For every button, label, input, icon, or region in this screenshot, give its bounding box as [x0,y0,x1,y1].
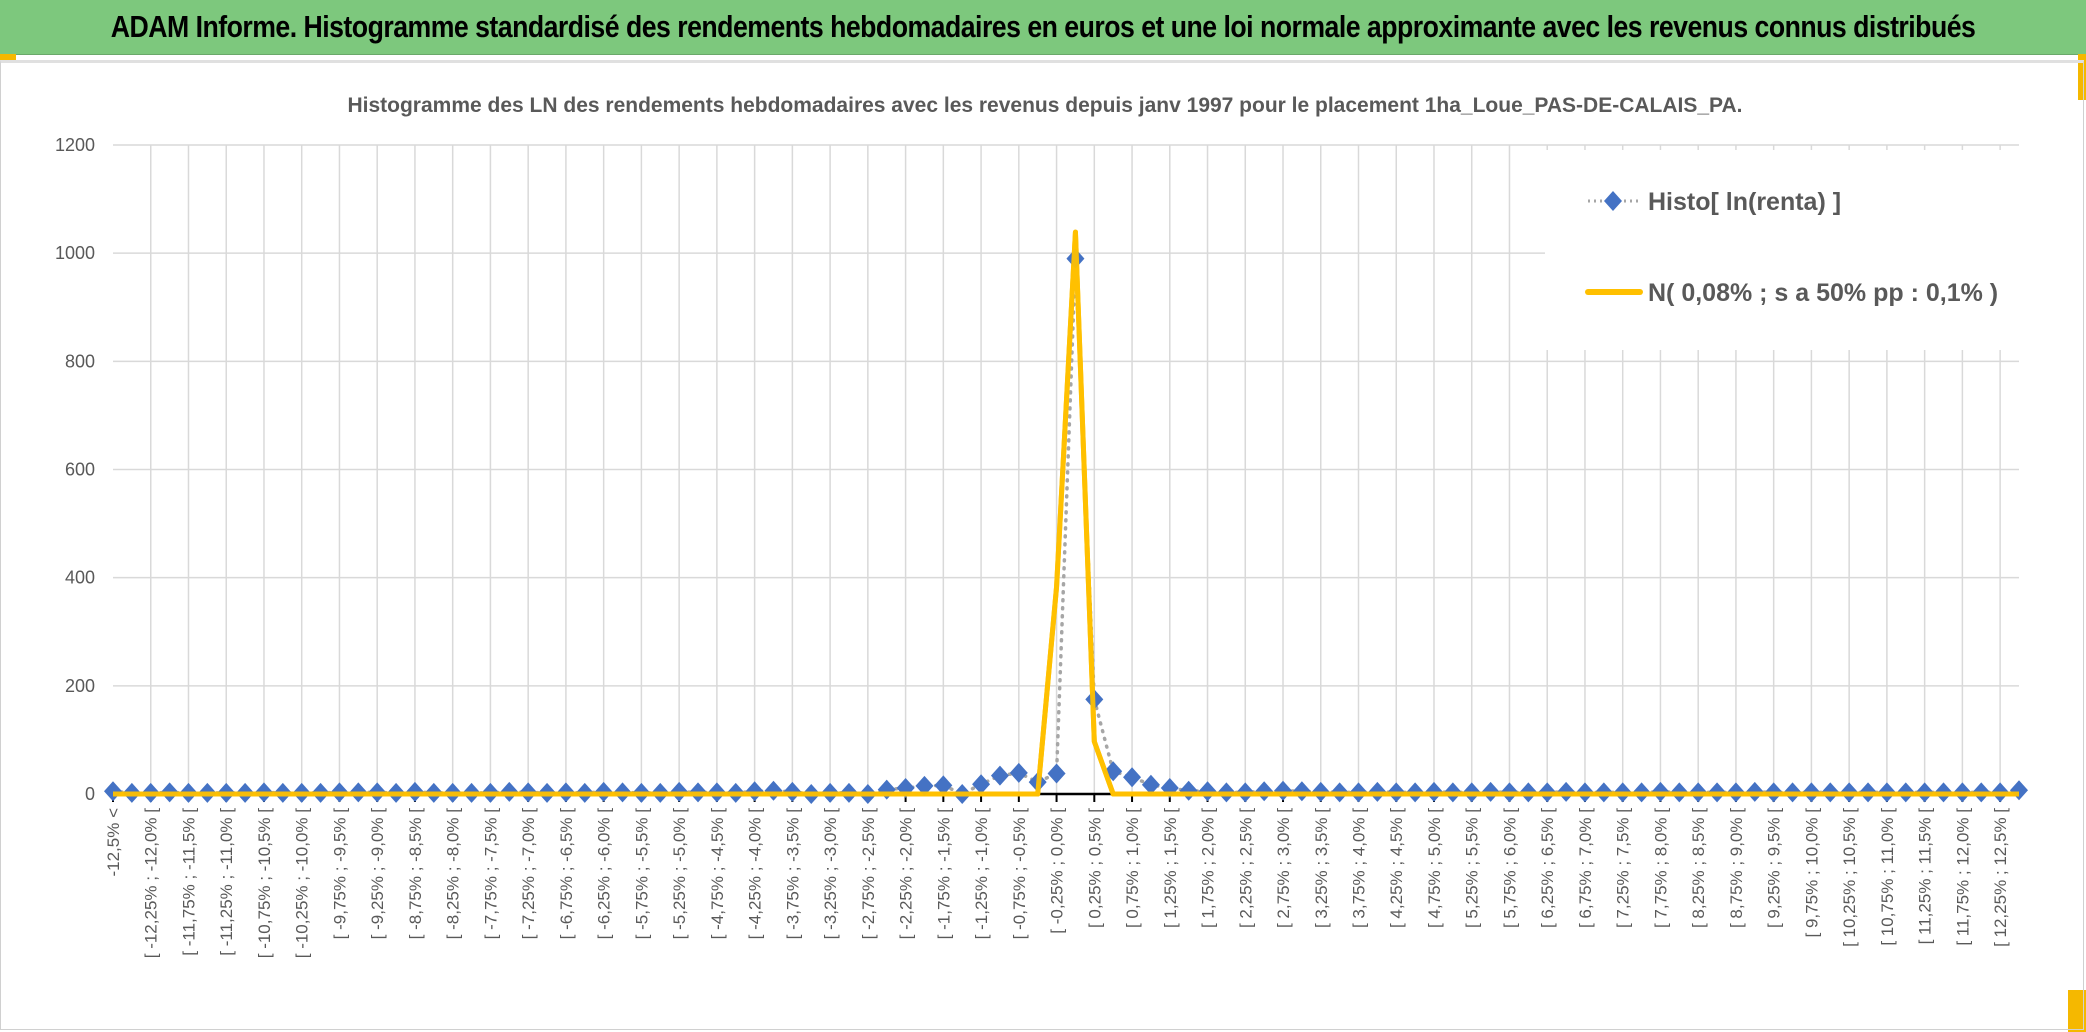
x-tick-label: [ -5,75% ; -5,5% [ [632,808,651,940]
histo-point [1292,781,1311,802]
x-tick-label: [ 9,75% ; 10,0% [ [1802,808,1821,938]
x-tick-label: [ -2,75% ; -2,5% [ [859,808,878,940]
x-tick-label: [ -3,25% ; -3,0% [ [821,808,840,940]
x-tick-label: [ 8,75% ; 9,0% [ [1727,808,1746,928]
x-tick-label: [ 1,75% ; 2,0% [ [1199,808,1218,928]
corner-mark-top-left [0,54,16,61]
histo-point [972,774,991,795]
x-tick-label: [ -10,75% ; -10,5% [ [255,808,274,959]
x-tick-label: [ 6,75% ; 7,0% [ [1576,808,1595,928]
y-tick-label: 600 [65,460,95,480]
histo-point [1274,780,1293,801]
x-tick-label: [ -11,75% ; -11,5% [ [179,808,198,956]
x-tick-label: [ -8,75% ; -8,5% [ [406,808,425,940]
x-tick-label: [ -3,75% ; -3,5% [ [783,808,802,940]
histo-point [1123,767,1142,788]
x-tick-label: [ -4,75% ; -4,5% [ [708,808,727,940]
y-axis-ticks: 0 200 400 600 800 1000 1200 [55,135,95,804]
histo-point [915,775,934,796]
x-tick-label: [ 5,25% ; 5,5% [ [1463,808,1482,928]
x-tick-label: [ 11,75% ; 12,0% [ [1953,808,1972,946]
x-tick-label: [ 7,75% ; 8,0% [ [1651,808,1670,928]
chart-title: Histogramme des LN des rendements hebdom… [347,94,1742,117]
x-tick-label: [ -12,25% ; -12,0% [ [142,808,161,959]
x-tick-label: [ -9,25% ; -9,0% [ [368,808,387,940]
histo-point [1255,781,1274,802]
legend-histo-diamond-icon [1604,191,1622,211]
histo-point [2010,780,2028,801]
y-tick-label: 200 [65,676,95,696]
x-tick-label: [ 10,75% ; 11,0% [ [1878,808,1897,946]
x-tick-label: [ -2,25% ; -2,0% [ [897,808,916,940]
x-tick-label: [ -5,25% ; -5,0% [ [670,808,689,940]
x-tick-label: [ 2,75% ; 3,0% [ [1274,808,1293,928]
histo-point [1047,763,1066,784]
x-tick-label: [ 7,25% ; 7,5% [ [1614,808,1633,928]
x-tick-label: [ -0,25% ; 0,0% [ [1048,808,1067,934]
legend-normal-label: N( 0,08% ; s a 50% pp : 0,1% ) [1648,279,1998,307]
x-tick-label: [ -0,75% ; -0,5% [ [1010,808,1029,940]
x-tick-label: [ -4,25% ; -4,0% [ [746,808,765,940]
histo-point [934,775,953,796]
corner-mark-bottom-right [2068,990,2086,1032]
legend-histo-label: Histo[ ln(renta) ] [1648,188,1841,216]
histo-point [1179,780,1198,801]
x-tick-label: [ -1,75% ; -1,5% [ [934,808,953,940]
x-tick-label: [ 5,75% ; 6,0% [ [1500,808,1519,928]
x-tick-label: [ 1,25% ; 1,5% [ [1161,808,1180,928]
y-tick-label: 400 [65,568,95,588]
x-tick-label: [ 3,75% ; 4,0% [ [1350,808,1369,928]
x-tick-label: [ -11,25% ; -11,0% [ [217,808,236,956]
x-tick-label: [ 4,25% ; 4,5% [ [1387,808,1406,928]
legend: Histo[ ln(renta) ] N( 0,08% ; s a 50% pp… [1545,150,2057,350]
x-tick-label: [ -7,25% ; -7,0% [ [519,808,538,940]
x-axis: -12,5% < [ -12,25% ; -12,0% [ [ -11,75% ; … [104,792,2019,959]
histo-point [877,779,896,800]
histo-point [1141,774,1160,795]
x-tick-label: [ 6,25% ; 6,5% [ [1538,808,1557,928]
report-title: ADAM Informe. Histogramme standardisé de… [110,9,1976,44]
x-tick-label: [ 0,25% ; 0,5% [ [1085,808,1104,928]
x-tick-label: [ -6,25% ; -6,0% [ [595,808,614,940]
report-banner: ADAM Informe. Histogramme standardisé de… [0,0,2086,55]
x-tick-label: [ 12,25% ; 12,5% [ [1991,808,2010,947]
y-tick-label: 0 [85,784,95,804]
x-tick-label: [ 8,25% ; 8,5% [ [1689,808,1708,928]
histo-point [1009,762,1028,783]
x-tick-label: [ 11,25% ; 11,5% [ [1916,808,1935,945]
x-tick-label: -12,5% < [104,808,123,877]
x-tick-label: [ 0,75% ; 1,0% [ [1123,808,1142,928]
histo-point [1198,781,1217,802]
y-tick-label: 1000 [55,243,95,263]
x-tick-label: [ -7,75% ; -7,5% [ [481,808,500,940]
histo-point [104,781,122,802]
y-tick-label: 1200 [55,135,95,155]
y-tick-label: 800 [65,351,95,371]
x-tick-label: [ -6,75% ; -6,5% [ [557,808,576,940]
histo-point [764,780,783,801]
x-tick-label: [ 9,25% ; 9,5% [ [1765,808,1784,928]
series-layer [104,229,2028,804]
x-tick-label: [ -1,25% ; -1,0% [ [972,808,991,940]
x-tick-label: [ 3,25% ; 3,5% [ [1312,808,1331,928]
x-tick-label: [ 10,25% ; 10,5% [ [1840,808,1859,947]
x-tick-label: [ 2,25% ; 2,5% [ [1236,808,1255,928]
x-tick-label: [ 4,75% ; 5,0% [ [1425,808,1444,928]
x-tick-label: [ -8,25% ; -8,0% [ [444,808,463,940]
x-tick-label: [ -9,75% ; -9,5% [ [330,808,349,940]
normal-series-line-overlay [113,229,2019,797]
legend-background [1545,150,2057,350]
x-tick-label: [ -10,25% ; -10,0% [ [293,808,312,959]
histo-point [745,781,764,802]
chart-frame [0,60,2084,1030]
histo-point [990,765,1009,786]
corner-mark-top-right [2078,54,2086,100]
